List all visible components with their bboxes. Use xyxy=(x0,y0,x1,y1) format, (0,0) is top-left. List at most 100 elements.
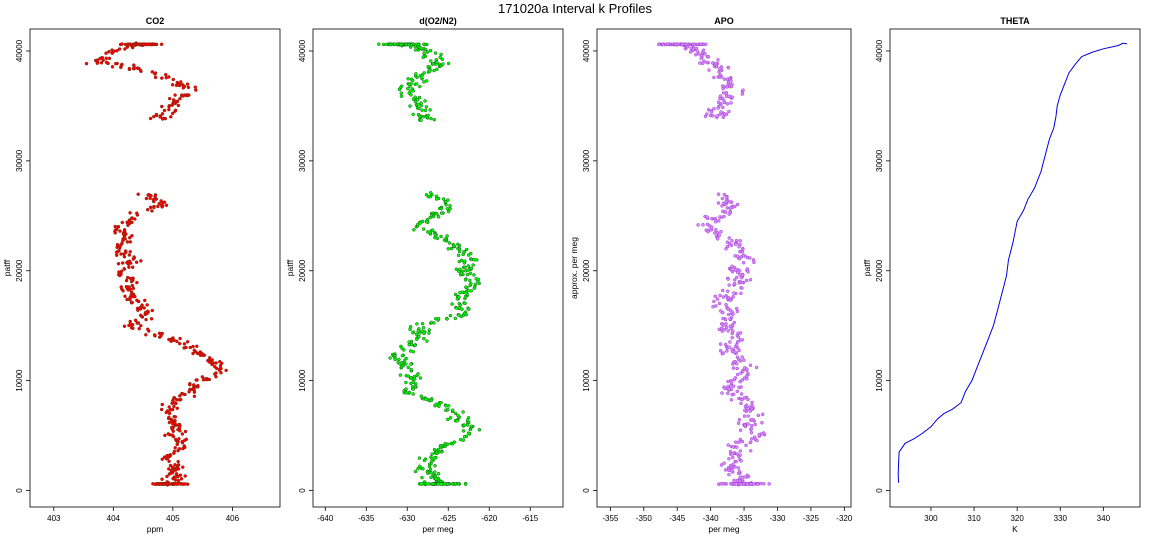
data-point xyxy=(718,67,722,71)
data-point xyxy=(156,204,160,209)
data-point xyxy=(443,200,448,204)
data-point xyxy=(164,203,169,208)
data-point xyxy=(144,196,149,201)
data-point xyxy=(735,389,740,394)
data-point xyxy=(168,463,173,468)
data-point xyxy=(413,384,418,389)
data-point xyxy=(178,336,182,341)
data-point xyxy=(219,361,224,366)
panel-title: CO2 xyxy=(146,16,165,26)
data-point xyxy=(447,241,452,245)
data-point xyxy=(457,247,462,252)
data-point xyxy=(746,371,750,376)
data-point xyxy=(130,265,135,269)
x-tick-label: -355 xyxy=(602,514,619,523)
data-point xyxy=(734,440,738,444)
data-point xyxy=(413,343,417,348)
data-point xyxy=(458,306,462,310)
data-point xyxy=(461,410,465,414)
data-point xyxy=(124,285,129,289)
data-point xyxy=(411,331,415,335)
data-point xyxy=(726,379,730,384)
data-point xyxy=(736,335,741,339)
data-point xyxy=(137,326,141,331)
data-point xyxy=(740,355,744,359)
data-point xyxy=(450,482,455,486)
data-point xyxy=(477,428,482,432)
data-point xyxy=(419,101,423,105)
data-point xyxy=(728,463,733,468)
data-point xyxy=(750,400,754,405)
data-point xyxy=(746,406,750,411)
data-point xyxy=(415,322,419,326)
data-point xyxy=(717,75,722,80)
data-point xyxy=(153,193,158,197)
data-point xyxy=(122,267,126,271)
data-point xyxy=(719,463,724,467)
data-point xyxy=(145,311,149,316)
data-point xyxy=(736,339,740,344)
data-point xyxy=(722,98,726,103)
data-point xyxy=(461,429,466,433)
data-point xyxy=(416,466,420,471)
data-point xyxy=(119,63,124,68)
data-point xyxy=(724,247,728,251)
y-axis-label: patff xyxy=(862,259,872,276)
data-point xyxy=(725,102,730,106)
data-point xyxy=(160,76,164,80)
data-point xyxy=(174,83,179,88)
data-point xyxy=(113,224,117,229)
data-point xyxy=(198,353,203,358)
y-tick-label: 0 xyxy=(298,488,307,493)
data-point xyxy=(710,61,715,65)
data-point xyxy=(716,100,721,105)
data-point xyxy=(743,404,748,409)
data-point xyxy=(735,445,739,449)
data-point xyxy=(167,405,171,409)
data-point xyxy=(743,423,747,428)
data-point xyxy=(734,361,739,366)
data-point xyxy=(122,324,127,328)
data-point xyxy=(130,283,135,288)
panel-title: THETA xyxy=(1000,16,1030,26)
data-point xyxy=(740,250,745,254)
data-point xyxy=(413,469,418,474)
data-point xyxy=(459,271,464,275)
data-point xyxy=(706,107,711,112)
data-point xyxy=(726,391,730,396)
y-tick-label: 40000 xyxy=(15,39,24,62)
data-point xyxy=(411,387,415,391)
data-point xyxy=(160,201,165,205)
data-point xyxy=(174,401,178,406)
data-point xyxy=(725,206,729,210)
data-point xyxy=(422,331,426,336)
data-point xyxy=(407,340,411,344)
data-point xyxy=(186,85,191,90)
data-point xyxy=(150,209,154,213)
data-point xyxy=(175,406,180,411)
data-point xyxy=(469,424,474,429)
x-tick-label: -335 xyxy=(736,514,753,523)
data-point xyxy=(693,52,698,57)
data-point xyxy=(157,201,161,206)
data-point xyxy=(160,402,165,407)
data-point xyxy=(721,323,726,327)
data-point xyxy=(404,42,408,47)
data-point xyxy=(732,278,737,282)
data-point xyxy=(725,85,729,89)
y-tick-label: 30000 xyxy=(15,149,24,172)
data-point xyxy=(174,397,179,402)
data-point xyxy=(432,68,436,73)
data-point xyxy=(160,117,165,121)
data-point xyxy=(185,482,190,486)
data-point xyxy=(404,391,409,395)
data-point xyxy=(750,403,754,408)
data-point xyxy=(131,66,136,71)
data-point xyxy=(116,261,121,266)
data-point xyxy=(721,209,725,214)
data-point xyxy=(213,364,217,369)
x-tick-label: 404 xyxy=(107,514,121,523)
data-point xyxy=(727,345,731,349)
data-point xyxy=(134,260,139,264)
